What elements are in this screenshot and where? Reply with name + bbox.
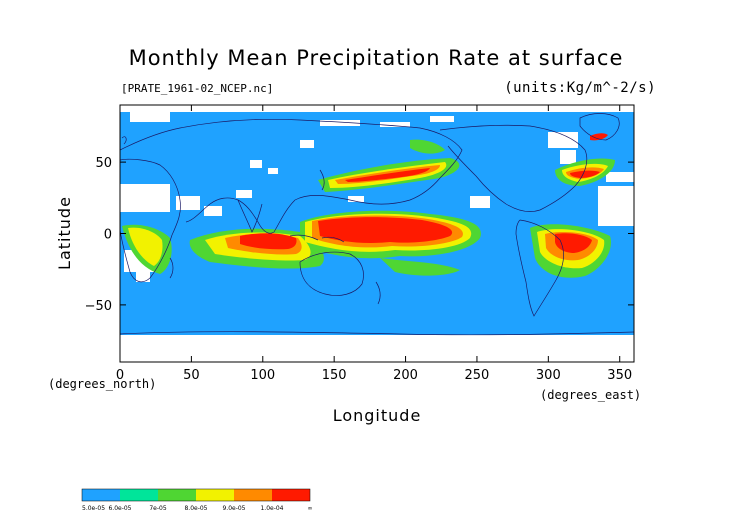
legend-label: 1.0e-04 [260,505,283,512]
x-tick-label: 350 [607,368,632,383]
no-data-patch [204,206,222,216]
no-data-patch [250,160,262,168]
no-data-patch [560,346,634,362]
no-data-patch [430,116,454,122]
no-data-patch [176,196,200,210]
y-tick-label: 50 [95,156,112,171]
dataset-filename: [PRATE_1961-02_NCEP.nc] [121,82,274,95]
no-data-patch [136,272,150,282]
legend-label: 7e-05 [149,505,166,512]
x-tick-label: 250 [465,368,490,383]
legend-label: ∞ [308,505,313,512]
x-axis-title: Longitude [333,406,422,425]
legend-swatch [158,489,196,501]
x-tick-label: 100 [250,368,275,383]
y-axis-ticks: 50 0 −50 [85,156,634,314]
no-data-patch [300,140,314,148]
x-axis-ticks: 0 50 100 150 200 250 300 350 [116,105,632,383]
map-title: Monthly Mean Precipitation Rate at surfa… [128,46,624,70]
no-data-patch [120,105,634,112]
no-data-patch [560,150,576,164]
units-label: (units:Kg/m^-2/s) [504,80,656,96]
no-data-patch [330,342,450,352]
y-tick-label: 0 [104,228,112,243]
no-data-patch [268,168,278,174]
x-tick-label: 150 [322,368,347,383]
no-data-patch [380,122,410,127]
no-data-patch [120,348,320,362]
x-axis-unit: (degrees_east) [540,388,641,402]
coastlines [120,113,634,336]
no-data-patch [606,172,634,182]
legend-label: 5.0e-05 [82,505,105,512]
legend-swatch [120,489,158,501]
x-tick-label: 50 [183,368,200,383]
y-tick-label: −50 [85,299,112,314]
legend-frame [81,488,311,502]
no-data-patch [120,184,170,212]
no-data-patch [320,120,360,126]
no-data-patch [598,186,634,226]
no-data-patch [548,132,578,148]
color-legend: 5.0e-05 6.0e-05 7e-05 8.0e-05 9.0e-05 1.0e-04… [81,488,313,512]
legend-swatch [234,489,272,501]
no-data-patch [130,112,170,122]
legend-label: 6.0e-05 [108,505,131,512]
x-tick-label: 0 [116,368,124,383]
no-data-regions [120,105,634,362]
legend-swatch [82,489,120,501]
x-tick-label: 200 [393,368,418,383]
no-data-patch [470,196,490,208]
no-data-patch [470,340,560,354]
y-axis-title: Latitude [55,196,74,270]
x-tick-label: 300 [536,368,561,383]
legend-label: 8.0e-05 [184,505,207,512]
legend-swatch [272,489,310,501]
no-data-patch [348,196,364,202]
precipitation-bands [122,133,615,278]
legend-swatch [196,489,234,501]
legend-label: 9.0e-05 [222,505,245,512]
y-axis-unit: (degrees_north) [48,377,156,391]
no-data-patch [236,190,252,198]
